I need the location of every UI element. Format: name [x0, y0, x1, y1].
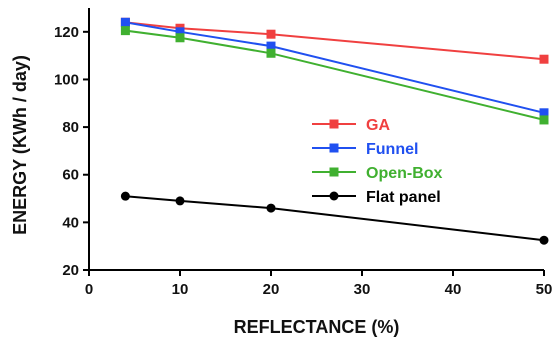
legend-marker-ga: [329, 119, 339, 129]
y-tick-label: 60: [62, 167, 79, 184]
data-point-funnel: [175, 27, 185, 37]
data-point-funnel: [539, 108, 549, 118]
y-tick-label: 100: [54, 71, 79, 88]
x-axis-title: REFLECTANCE (%): [234, 317, 400, 337]
y-tick-label: 20: [62, 262, 79, 279]
series-line-ga: [125, 21, 545, 61]
data-point-ga: [266, 29, 276, 39]
y-tick-label: 120: [54, 24, 79, 41]
data-point-ga: [539, 54, 549, 64]
data-point-flat-panel: [539, 235, 549, 245]
data-point-funnel: [120, 17, 130, 27]
legend-label-ga: GA: [366, 117, 390, 134]
x-tick-label: 10: [172, 281, 189, 298]
data-point-open-box: [539, 115, 549, 125]
data-point-open-box: [266, 48, 276, 58]
data-point-flat-panel: [266, 203, 276, 213]
data-point-open-box: [120, 26, 130, 36]
series-layer: [120, 17, 549, 245]
legend-label-open-box: Open-Box: [366, 165, 443, 182]
y-tick-label: 80: [62, 119, 79, 136]
series-line-open-box: [125, 29, 545, 121]
legend-label-flat-panel: Flat panel: [366, 189, 441, 206]
data-point-funnel: [266, 41, 276, 51]
legend-marker-flat-panel: [329, 191, 339, 201]
legend-label-funnel: Funnel: [366, 141, 418, 158]
series-line-funnel: [125, 21, 545, 114]
data-point-flat-panel: [120, 191, 130, 201]
data-point-flat-panel: [175, 196, 185, 206]
series-line-flat-panel: [125, 195, 545, 242]
y-tick-label: 40: [62, 214, 79, 231]
x-tick-label: 20: [263, 281, 280, 298]
y-axis-title: ENERGY (KWh / day): [10, 55, 30, 235]
data-point-open-box: [175, 33, 185, 43]
x-tick-label: 50: [536, 281, 553, 298]
x-tick-label: 0: [85, 281, 93, 298]
legend-marker-funnel: [329, 143, 339, 153]
legend: GA Funnel Open-Box Flat panel: [312, 117, 443, 206]
axes: 0 10 20 30 40 50 20 40 60 80 100 120: [54, 8, 552, 298]
x-tick-label: 30: [354, 281, 371, 298]
x-tick-label: 40: [445, 281, 462, 298]
legend-marker-open-box: [329, 167, 339, 177]
